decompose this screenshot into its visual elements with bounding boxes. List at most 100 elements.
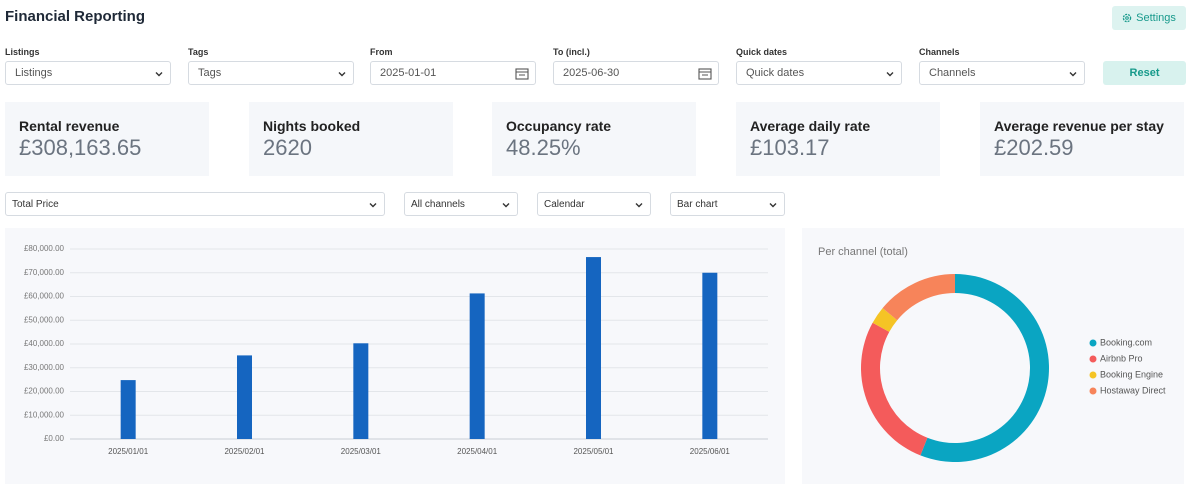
filter-input[interactable]: Listings [5,61,171,85]
kpi-card: Rental revenue £308,163.65 [5,102,209,176]
kpi-card: Average daily rate £103.17 [736,102,940,176]
chart-control[interactable]: Total Price [5,192,385,216]
chevron [338,72,346,77]
kpi-card: Nights booked 2620 [249,102,453,176]
chevron-icon [369,203,377,208]
bar [586,257,601,439]
pie-panel: Per channel (total) Booking.com Airbnb Pro… [802,228,1184,484]
bar-chart: £0.00 £10,000.00 £20,000.00 £30,000.00 £40,0… [24,244,768,456]
chevron [369,203,377,208]
x-tick-label: 2025/01/01 [108,447,149,456]
pie-chart: Per channel (total) Booking.com Airbnb Pro… [818,246,1166,462]
y-tick-label: £0.00 [44,434,65,443]
y-tick-label: £10,000.00 [24,410,65,419]
filter-label: Listings [5,47,40,57]
calendar-frame [515,68,529,80]
pie-slice [872,308,898,332]
filter-label: Channels [919,47,960,57]
calendar-icon [698,68,712,80]
filter-input[interactable]: 2025-01-01 [370,61,536,85]
settings-label: Settings [1136,12,1176,24]
reset-button[interactable]: Reset [1103,61,1186,85]
y-tick-label: £60,000.00 [24,292,65,301]
bar [237,355,252,439]
chevron [155,72,163,77]
x-tick-label: 2025/04/01 [457,447,498,456]
chevron [635,203,643,208]
filter-label: From [370,47,393,57]
y-tick-label: £30,000.00 [24,363,65,372]
legend-label: Airbnb Pro [1100,353,1143,363]
bar [353,343,369,439]
filter-label: To (incl.) [553,47,590,57]
pie-title: Per channel (total) [818,246,908,258]
control-value: Calendar [544,198,585,210]
control-value: Bar chart [677,198,718,210]
kpi-label: Rental revenue [19,118,120,134]
x-tick-label: 2025/02/01 [224,447,265,456]
y-tick-label: £50,000.00 [24,315,65,324]
filter-input[interactable]: Quick dates [736,61,902,85]
pie-slice [920,274,1049,462]
chevron-icon [155,72,163,77]
kpi-value: £308,163.65 [19,135,142,160]
bar-panel: £0.00 £10,000.00 £20,000.00 £30,000.00 £40,0… [5,228,785,484]
chevron [886,72,894,77]
filter-value: Quick dates [746,67,805,79]
x-tick-label: 2025/06/01 [690,447,731,456]
y-tick-label: £70,000.00 [24,268,65,277]
x-tick-label: 2025/05/01 [573,447,614,456]
kpi-card: Occupancy rate 48.25% [492,102,696,176]
kpi-label: Average revenue per stay [994,118,1164,134]
legend-swatch [1089,355,1097,363]
chevron-icon [1069,72,1077,77]
filter-value: Tags [198,67,222,79]
chevron [769,203,777,208]
page-title: Financial Reporting [5,8,146,25]
kpi-label: Occupancy rate [506,118,612,134]
control-value: All channels [411,198,465,210]
chart-control[interactable]: Bar chart [670,192,785,216]
kpi-label: Nights booked [263,118,361,134]
legend-label: Booking.com [1100,337,1152,347]
chevron-icon [769,203,777,208]
settings-button[interactable]: Settings [1112,6,1186,30]
kpi-label: Average daily rate [750,118,871,134]
pie-slice [861,322,928,456]
filter-input[interactable]: Tags [188,61,354,85]
kpi-value: £202.59 [994,135,1074,160]
bar [469,293,485,439]
y-tick-label: £40,000.00 [24,339,65,348]
chart-control[interactable]: Calendar [537,192,651,216]
bar [120,380,136,439]
filter-value: 2025-06-30 [563,67,620,79]
bar [702,272,718,439]
chevron-icon [338,72,346,77]
x-tick-label: 2025/03/01 [341,447,382,456]
chevron-icon [502,203,510,208]
filter-input[interactable]: Channels [919,61,1085,85]
kpi-value: 2620 [263,135,312,160]
y-tick-label: £20,000.00 [24,387,65,396]
filter-label: Quick dates [736,47,788,57]
filter-value: Listings [15,67,53,79]
filter-value: Channels [929,67,976,79]
pie-slice [882,274,955,321]
control-value: Total Price [12,198,59,210]
chevron-icon [886,72,894,77]
legend-swatch [1089,387,1097,395]
chart-control[interactable]: All channels [404,192,518,216]
chevron [1069,72,1077,77]
settings-icon [1122,13,1132,23]
kpi-card: Average revenue per stay £202.59 [980,102,1184,176]
legend-label: Hostaway Direct [1100,385,1166,395]
legend-swatch [1089,339,1097,347]
calendar-frame [698,68,712,80]
y-tick-label: £80,000.00 [24,244,65,253]
kpi-value: £103.17 [750,135,830,160]
filter-input[interactable]: 2025-06-30 [553,61,719,85]
calendar-icon [515,68,529,80]
filter-label: Tags [188,47,209,57]
filter-value: 2025-01-01 [380,67,437,79]
